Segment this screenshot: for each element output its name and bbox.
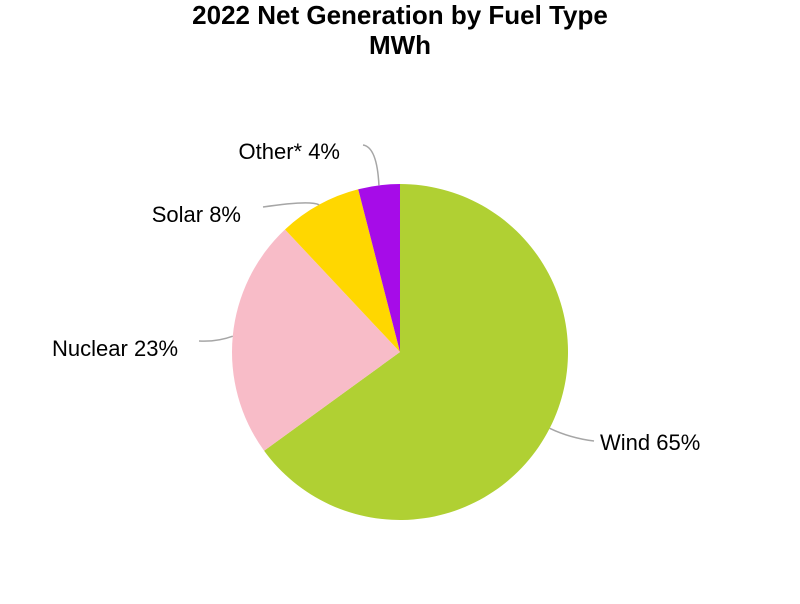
slice-label-other: Other* 4% bbox=[239, 139, 341, 164]
slice-labels: Wind 65% Nuclear 23% Solar 8% Other* 4% bbox=[52, 139, 700, 455]
pie-slice-solar bbox=[285, 189, 400, 352]
pie-slices bbox=[232, 184, 569, 521]
chart-title-block: 2022 Net Generation by Fuel Type MWh bbox=[0, 0, 800, 60]
pie-slice-wind bbox=[264, 184, 569, 521]
leader-line-nuclear bbox=[198, 335, 234, 342]
pie-slice-other bbox=[358, 184, 400, 352]
chart-subtitle: MWh bbox=[368, 30, 432, 60]
leader-line-solar bbox=[262, 202, 320, 208]
slice-label-solar: Solar 8% bbox=[152, 202, 241, 227]
chart-title: 2022 Net Generation by Fuel Type bbox=[192, 0, 608, 30]
slice-label-wind: Wind 65% bbox=[600, 430, 700, 455]
pie-slice-nuclear bbox=[232, 229, 400, 451]
leader-line-wind bbox=[549, 427, 595, 442]
leader-line-other bbox=[362, 144, 380, 186]
slice-label-nuclear: Nuclear 23% bbox=[52, 336, 178, 361]
leader-lines bbox=[198, 144, 595, 442]
